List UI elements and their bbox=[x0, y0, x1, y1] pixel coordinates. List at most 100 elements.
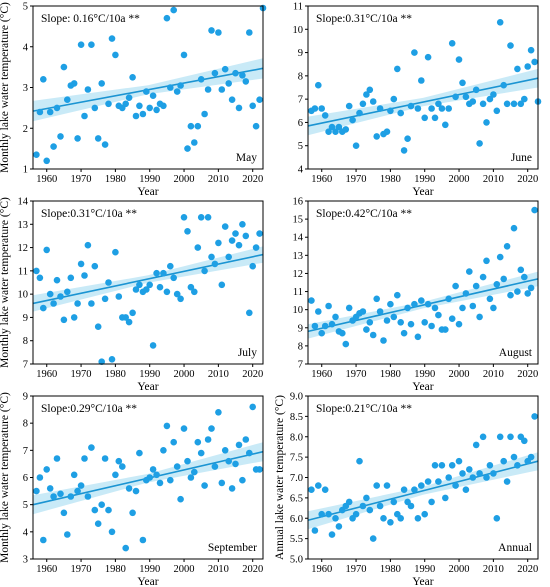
data-point bbox=[129, 74, 136, 81]
data-point bbox=[33, 151, 40, 158]
data-point bbox=[108, 356, 116, 363]
data-point bbox=[328, 320, 336, 328]
y-tick-label: 8.5 bbox=[290, 412, 303, 423]
data-point bbox=[387, 519, 394, 526]
data-point bbox=[363, 494, 370, 502]
data-point bbox=[352, 142, 360, 149]
y-tick-label: 8 bbox=[298, 71, 303, 82]
data-point bbox=[167, 262, 174, 270]
y-tick-label: 8.0 bbox=[290, 432, 303, 443]
data-point bbox=[211, 69, 219, 77]
data-point bbox=[40, 76, 47, 83]
data-point bbox=[438, 105, 446, 112]
data-point bbox=[249, 403, 256, 411]
data-point bbox=[407, 320, 415, 328]
data-point bbox=[476, 313, 483, 321]
data-point bbox=[119, 463, 126, 470]
data-point bbox=[510, 453, 518, 461]
x-tick-label: 2010 bbox=[208, 369, 229, 380]
data-point bbox=[91, 104, 99, 112]
data-point bbox=[218, 281, 226, 289]
y-tick-label: 4 bbox=[23, 42, 29, 53]
data-point bbox=[125, 485, 133, 492]
data-point bbox=[81, 272, 88, 279]
data-point bbox=[239, 221, 246, 228]
data-point bbox=[400, 486, 408, 494]
y-tick-label: 9.0 bbox=[290, 392, 303, 403]
y-tick-label: 14 bbox=[293, 233, 304, 244]
data-point bbox=[469, 98, 477, 105]
data-point bbox=[208, 425, 215, 432]
data-point bbox=[232, 69, 239, 77]
data-point bbox=[46, 290, 54, 298]
y-tick-label: 9 bbox=[298, 323, 303, 334]
data-point bbox=[373, 133, 381, 140]
data-point bbox=[74, 300, 81, 307]
y-axis-title: Monthly lake water temperature (°C) bbox=[0, 2, 11, 173]
y-tick-label: 7.0 bbox=[290, 473, 303, 484]
x-tick-label: 1980 bbox=[105, 564, 126, 575]
y-tick-label: 6.0 bbox=[290, 514, 303, 525]
data-point bbox=[146, 104, 153, 112]
data-point bbox=[369, 331, 377, 339]
x-tick-label: 1990 bbox=[414, 369, 435, 380]
x-tick-label: 1970 bbox=[346, 174, 367, 185]
data-point bbox=[112, 51, 119, 59]
data-point bbox=[414, 333, 422, 341]
data-point bbox=[108, 528, 116, 536]
y-tick-label: 5 bbox=[23, 500, 28, 511]
data-point bbox=[366, 319, 374, 326]
data-point bbox=[177, 82, 184, 89]
data-point bbox=[84, 86, 92, 93]
trend-line bbox=[307, 278, 539, 333]
x-tick-label: 1990 bbox=[139, 174, 160, 185]
y-tick-label: 13 bbox=[293, 251, 304, 262]
data-point bbox=[521, 95, 528, 103]
data-point bbox=[448, 315, 456, 323]
data-point bbox=[40, 304, 47, 312]
panel-label: July bbox=[238, 347, 257, 359]
data-point bbox=[36, 474, 44, 481]
x-tick-label: 2010 bbox=[208, 564, 229, 575]
x-axis-title: Year bbox=[137, 186, 158, 198]
data-point bbox=[197, 76, 205, 83]
data-point bbox=[421, 319, 429, 326]
data-point bbox=[218, 86, 226, 93]
data-point bbox=[256, 96, 263, 103]
data-point bbox=[479, 433, 487, 441]
data-point bbox=[483, 257, 490, 265]
data-point bbox=[503, 478, 511, 485]
data-point bbox=[33, 487, 40, 495]
data-point bbox=[94, 520, 102, 527]
data-point bbox=[527, 453, 535, 461]
data-point bbox=[156, 479, 164, 487]
data-point bbox=[74, 487, 81, 495]
data-point bbox=[252, 122, 260, 130]
y-tick-label: 5.0 bbox=[290, 555, 303, 566]
x-tick-label: 2020 bbox=[517, 564, 538, 575]
data-point bbox=[74, 135, 81, 142]
data-point bbox=[81, 112, 88, 120]
data-point bbox=[228, 237, 236, 244]
data-point bbox=[328, 531, 336, 538]
data-point bbox=[345, 102, 353, 110]
y-tick-label: 7 bbox=[298, 95, 303, 106]
y-axis-title: Monthly lake water temperature (°C) bbox=[0, 197, 11, 368]
data-point bbox=[177, 295, 184, 303]
data-point bbox=[500, 81, 508, 89]
y-tick-label: 7 bbox=[298, 360, 303, 371]
data-point bbox=[527, 284, 535, 292]
data-point bbox=[173, 290, 181, 298]
data-point bbox=[60, 63, 68, 71]
data-point bbox=[435, 478, 442, 485]
data-point bbox=[215, 409, 222, 416]
data-point bbox=[228, 96, 236, 103]
x-tick-label: 2020 bbox=[517, 174, 538, 185]
data-point bbox=[363, 91, 370, 98]
data-point bbox=[180, 425, 188, 432]
data-point bbox=[191, 468, 198, 476]
data-point bbox=[208, 27, 215, 34]
data-point bbox=[311, 527, 319, 534]
data-point bbox=[242, 436, 250, 443]
data-point bbox=[397, 515, 405, 522]
